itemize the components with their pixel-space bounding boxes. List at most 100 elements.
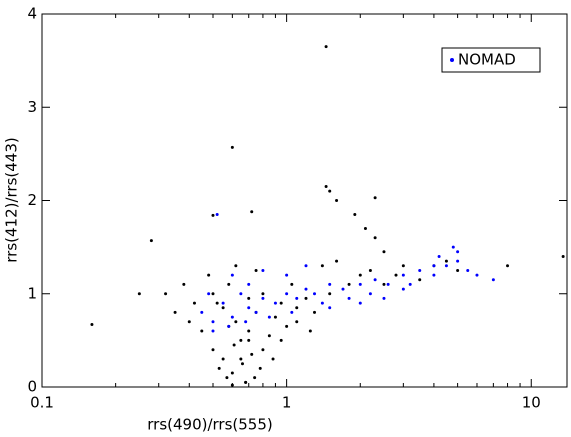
point xyxy=(335,259,339,263)
point xyxy=(240,362,244,366)
point xyxy=(267,334,271,338)
point xyxy=(401,273,405,277)
point xyxy=(304,287,308,291)
point xyxy=(200,310,204,314)
point xyxy=(221,306,225,310)
point xyxy=(358,282,362,286)
legend-marker xyxy=(450,58,454,62)
y-axis-label: rrs(412)/rrs(443) xyxy=(3,137,21,263)
point xyxy=(230,371,234,375)
point xyxy=(335,199,339,202)
point xyxy=(225,376,229,380)
x-tick-label: 0.1 xyxy=(30,394,54,412)
point xyxy=(368,292,372,296)
point xyxy=(506,264,510,268)
x-axis-label: rrs(490)/rrs(555) xyxy=(147,416,273,434)
point xyxy=(261,292,265,296)
point xyxy=(285,324,289,328)
point xyxy=(247,296,251,300)
point xyxy=(211,320,215,324)
point xyxy=(173,310,177,314)
point xyxy=(239,357,243,361)
point xyxy=(444,264,448,268)
point xyxy=(341,287,345,291)
point xyxy=(358,301,362,305)
point xyxy=(363,226,367,230)
point xyxy=(466,268,470,272)
point xyxy=(187,320,191,324)
point xyxy=(320,301,324,305)
point xyxy=(408,282,412,286)
point xyxy=(217,366,221,370)
x-tick-label: 10 xyxy=(522,394,541,412)
point xyxy=(418,268,422,272)
point xyxy=(244,380,248,384)
point xyxy=(320,264,324,268)
point xyxy=(254,268,258,272)
point xyxy=(149,239,153,243)
point xyxy=(373,236,377,240)
point xyxy=(215,212,219,216)
y-tick-label: 4 xyxy=(27,5,37,23)
point xyxy=(244,320,248,324)
point xyxy=(456,250,460,254)
point xyxy=(215,301,219,305)
point xyxy=(382,250,386,254)
point xyxy=(373,196,377,200)
point xyxy=(247,282,251,286)
point xyxy=(386,282,390,286)
point xyxy=(561,254,565,258)
point xyxy=(382,282,386,286)
y-tick-label: 0 xyxy=(27,378,37,396)
point xyxy=(418,278,422,282)
point xyxy=(250,210,254,214)
point xyxy=(230,145,234,149)
point xyxy=(90,323,94,327)
y-tick-label: 2 xyxy=(27,191,37,209)
point xyxy=(313,292,317,296)
point xyxy=(401,264,405,268)
point xyxy=(347,282,351,286)
point xyxy=(234,320,238,324)
point xyxy=(290,310,294,314)
point xyxy=(182,282,186,286)
point xyxy=(304,264,308,268)
point xyxy=(444,259,448,263)
point xyxy=(328,292,332,296)
point xyxy=(295,320,299,324)
point xyxy=(211,292,215,296)
point xyxy=(432,273,436,277)
point xyxy=(279,338,283,342)
point xyxy=(324,45,328,49)
point xyxy=(232,343,236,347)
point xyxy=(273,315,277,319)
point xyxy=(328,306,332,310)
y-tick-label: 1 xyxy=(27,284,37,302)
legend-label: NOMAD xyxy=(458,51,516,69)
point xyxy=(261,296,265,300)
point xyxy=(230,383,234,387)
point xyxy=(328,282,332,286)
point xyxy=(437,254,441,258)
x-tick-label: 1 xyxy=(282,394,292,412)
point xyxy=(221,357,225,361)
point xyxy=(207,292,211,296)
point xyxy=(227,324,231,328)
point xyxy=(373,278,377,282)
point xyxy=(247,329,251,333)
point xyxy=(164,292,168,296)
point xyxy=(234,264,238,268)
point xyxy=(401,287,405,291)
point xyxy=(324,185,328,189)
point xyxy=(221,301,225,305)
point xyxy=(267,315,271,319)
point xyxy=(491,278,495,282)
point xyxy=(358,273,362,277)
point xyxy=(250,352,254,356)
point xyxy=(347,296,351,300)
point xyxy=(253,376,257,380)
point xyxy=(475,273,479,277)
point xyxy=(313,310,317,314)
point xyxy=(254,310,258,314)
